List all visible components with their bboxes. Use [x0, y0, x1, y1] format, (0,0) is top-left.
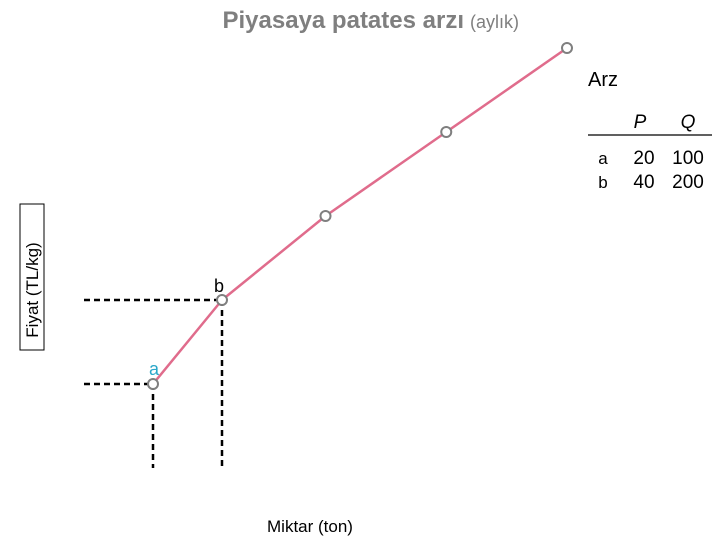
- y-tick-label: 80: [54, 125, 72, 142]
- guide-lines: [84, 298, 224, 468]
- point-label-a: a: [149, 359, 160, 379]
- chart-title-group: Piyasaya patates arzı (aylık): [223, 7, 520, 34]
- table-header-p: P: [634, 112, 647, 133]
- x-tick-label: 500: [416, 488, 443, 505]
- x-tick-label: 0: [80, 488, 89, 505]
- table-cell-p: 20: [633, 148, 654, 169]
- x-tick-label: 600: [485, 488, 512, 505]
- y-tick-label: 60: [54, 209, 72, 226]
- data-point-marker: [440, 126, 453, 138]
- x-axis-title: Miktar (ton): [267, 517, 353, 536]
- table-row-label: a: [598, 149, 608, 168]
- pq-table: P Qa 20 100 b 40 200: [588, 112, 712, 193]
- y-tick-label: 40: [54, 293, 72, 310]
- y-tick-label: 0: [63, 461, 72, 478]
- chart-subtitle: (aylık): [470, 12, 519, 32]
- supply-curve-line: [152, 46, 568, 385]
- point-label-b: b: [214, 276, 224, 296]
- data-point-marker: [319, 210, 332, 222]
- x-tick-label: 300: [278, 488, 305, 505]
- plot-area-frame: [83, 47, 637, 469]
- data-point-marker: [216, 294, 228, 306]
- x-tick-label: 400: [347, 488, 374, 505]
- x-tick-label: 200: [209, 488, 236, 505]
- y-axis-ticks: 0 20 40 60 80 100: [45, 41, 72, 478]
- table-header-q: Q: [681, 112, 696, 133]
- y-axis-title-box: [19, 203, 45, 351]
- data-point-marker: [561, 42, 573, 54]
- x-tick-label: 700: [554, 488, 581, 505]
- data-markers: ab: [147, 42, 573, 390]
- table-cell-p: 40: [633, 172, 654, 193]
- table-row-label: b: [598, 173, 607, 192]
- series-label-arz: Arz: [588, 69, 618, 91]
- x-tick-label: 800: [623, 488, 650, 505]
- data-point-marker: [147, 378, 159, 390]
- chart-title: Piyasaya patates arzı: [223, 7, 465, 34]
- x-axis-ticks: 0 100 200 300 400 500 600 700 800: [80, 488, 650, 505]
- y-tick-label: 100: [45, 41, 72, 58]
- table-cell-q: 200: [672, 172, 704, 193]
- y-tick-label: 20: [54, 377, 72, 394]
- y-axis-title: Fiyat (TL/kg): [23, 242, 42, 337]
- table-cell-q: 100: [672, 148, 704, 169]
- supply-curve-layer: [152, 46, 568, 385]
- x-tick-label: 100: [140, 488, 167, 505]
